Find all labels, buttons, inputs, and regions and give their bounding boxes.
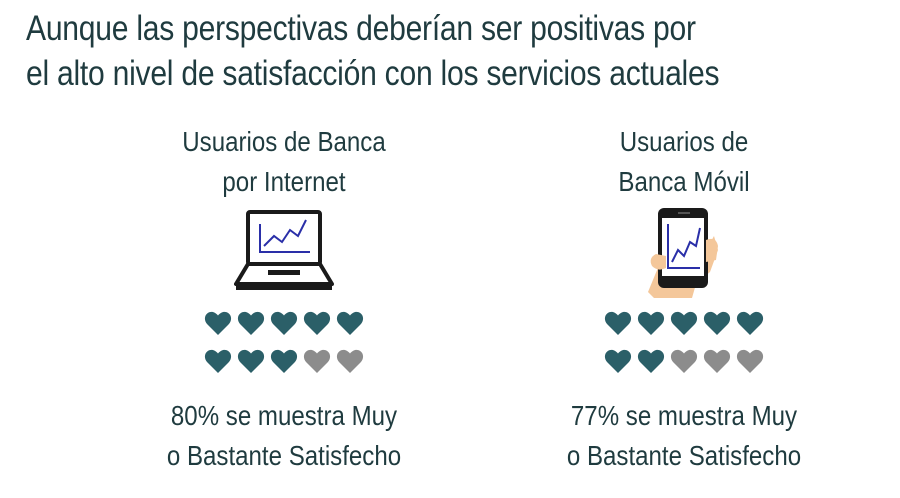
heart-empty-icon — [303, 349, 331, 373]
heart-empty-icon — [670, 349, 698, 373]
result-line-2: o Bastante Satisfecho — [566, 440, 802, 471]
heart-filled-icon — [204, 349, 232, 373]
heart-filled-icon — [670, 311, 698, 335]
headline: Aunque las perspectivas deberían ser pos… — [26, 6, 766, 96]
panel-title-line-2: Banca Móvil — [618, 166, 750, 197]
heart-filled-icon — [237, 311, 265, 335]
heart-filled-icon — [237, 349, 265, 373]
result-text: 77% se muestra Muy o Bastante Satisfecho — [546, 396, 821, 476]
panel-title-line-1: Usuarios de Banca — [182, 126, 386, 157]
panel-title-line-1: Usuarios de — [619, 126, 749, 157]
heart-filled-icon — [736, 311, 764, 335]
smartphone-chart-icon — [648, 208, 718, 298]
panel-mobile-banking: Usuarios de Banca Móvil 77% se muestra M… — [524, 122, 844, 471]
laptop-chart-icon — [234, 210, 334, 290]
heart-empty-icon — [336, 349, 364, 373]
result-line-1: 80% se muestra Muy — [170, 400, 398, 431]
result-text: 80% se muestra Muy o Bastante Satisfecho — [146, 396, 421, 476]
headline-line-1: Aunque las perspectivas deberían ser pos… — [26, 9, 696, 48]
panel-internet-banking: Usuarios de Banca por Internet 80% se mu… — [124, 122, 444, 471]
heart-filled-icon — [604, 311, 632, 335]
heart-empty-icon — [703, 349, 731, 373]
heart-filled-icon — [604, 349, 632, 373]
panel-title: Usuarios de Banca por Internet — [146, 122, 421, 202]
hearts-rating — [199, 310, 369, 376]
heart-empty-icon — [736, 349, 764, 373]
headline-line-2: el alto nivel de satisfacción con los se… — [26, 54, 720, 93]
heart-filled-icon — [637, 349, 665, 373]
result-line-1: 77% se muestra Muy — [570, 400, 798, 431]
heart-filled-icon — [637, 311, 665, 335]
heart-filled-icon — [270, 311, 298, 335]
panel-title: Usuarios de Banca Móvil — [546, 122, 821, 202]
heart-filled-icon — [703, 311, 731, 335]
heart-filled-icon — [336, 311, 364, 335]
panel-title-line-2: por Internet — [222, 166, 346, 197]
heart-filled-icon — [204, 311, 232, 335]
heart-filled-icon — [303, 311, 331, 335]
result-line-2: o Bastante Satisfecho — [166, 440, 402, 471]
heart-filled-icon — [270, 349, 298, 373]
hearts-rating — [599, 310, 769, 376]
